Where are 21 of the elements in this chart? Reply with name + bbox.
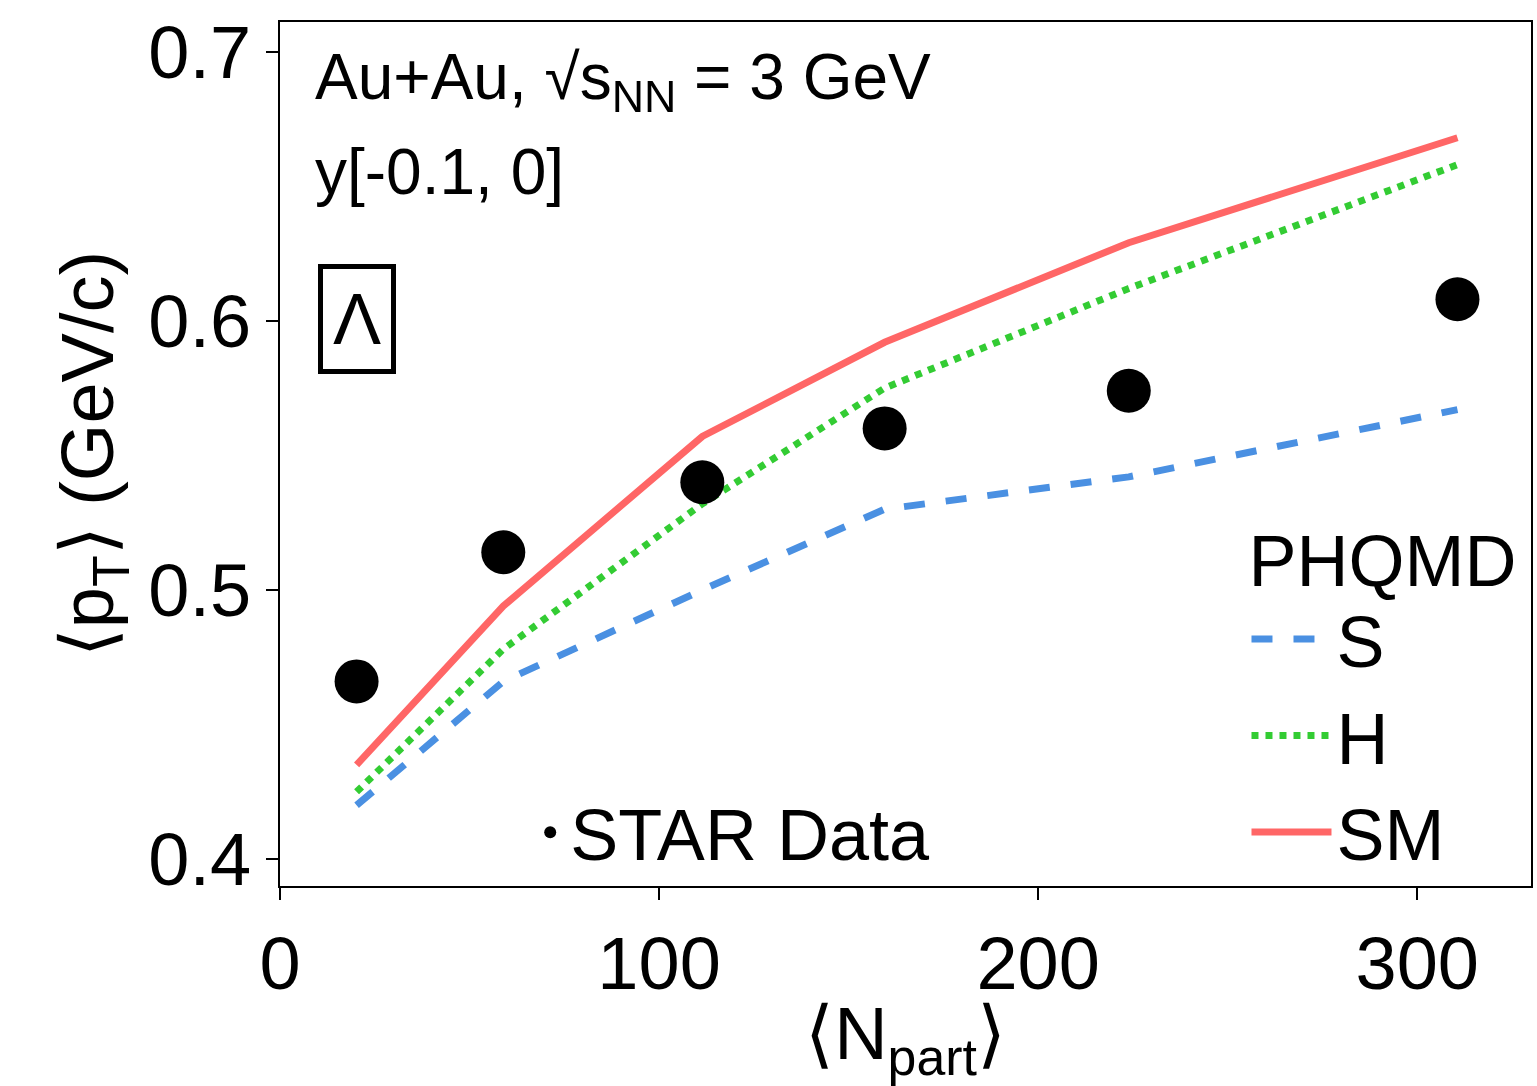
point [334, 659, 379, 704]
y-tick-label: 0.6 [148, 279, 252, 363]
x-tick-label: 300 [1355, 921, 1479, 1005]
legend-title: PHQMD [1248, 520, 1517, 601]
y-tick-label: 0.4 [148, 817, 252, 901]
legend-label: S [1336, 601, 1385, 682]
legend-label: STAR Data [570, 795, 930, 876]
point [481, 530, 526, 575]
point [1435, 277, 1480, 322]
x-tick-label: 100 [597, 921, 721, 1005]
x-tick-label: 0 [259, 921, 301, 1005]
legend-label: SM [1336, 795, 1445, 876]
point [1106, 368, 1151, 413]
annotation: Λ [333, 279, 382, 359]
point [680, 460, 725, 505]
y-tick-label: 0.7 [148, 10, 252, 94]
annotation: Au+Au, √s$_{NN}$ = 3 GeV [315, 41, 932, 122]
annotation: y[-0.1, 0] [315, 136, 564, 208]
point [862, 406, 907, 451]
y-tick-label: 0.5 [148, 548, 252, 632]
legend-label: H [1336, 698, 1389, 779]
